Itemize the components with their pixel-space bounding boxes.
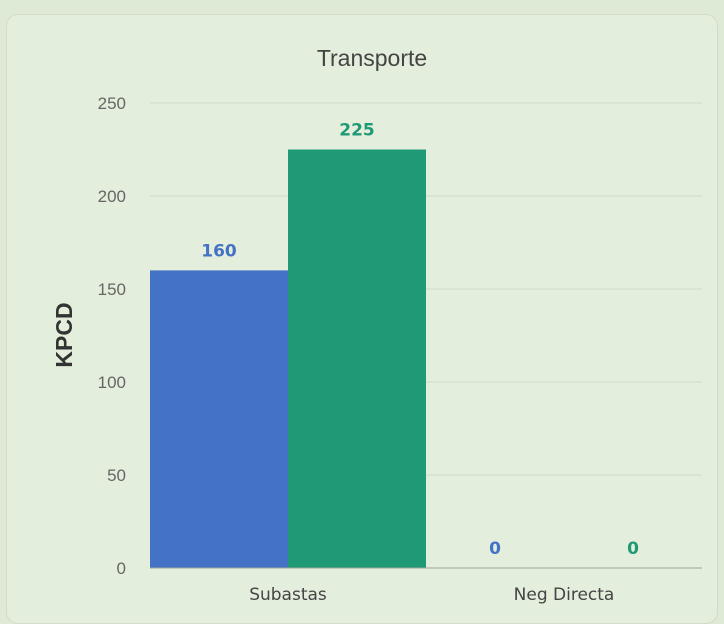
y-tick-label: 250 [98,94,126,113]
y-axis-label: KPCD [51,302,77,367]
y-tick-label: 150 [98,280,126,299]
y-tick-label: 200 [98,187,126,206]
data-labels: 160 225 0 0 [201,121,639,560]
y-tick-label: 50 [107,466,126,485]
x-tick-label: Neg Directa [514,585,615,605]
bars [150,149,426,568]
data-label: 0 [489,539,501,559]
x-tick-label: Subastas [249,585,327,605]
data-label: 160 [201,241,237,261]
data-label: 225 [339,121,375,141]
y-axis-ticks: 0 50 100 150 200 250 [98,94,126,578]
y-tick-label: 100 [98,373,126,392]
chart-title: Transporte [317,45,427,71]
y-tick-label: 0 [117,559,126,578]
bar [150,270,288,568]
x-axis-ticks: Subastas Neg Directa [249,585,614,605]
bar [288,149,426,568]
data-label: 0 [627,539,639,559]
